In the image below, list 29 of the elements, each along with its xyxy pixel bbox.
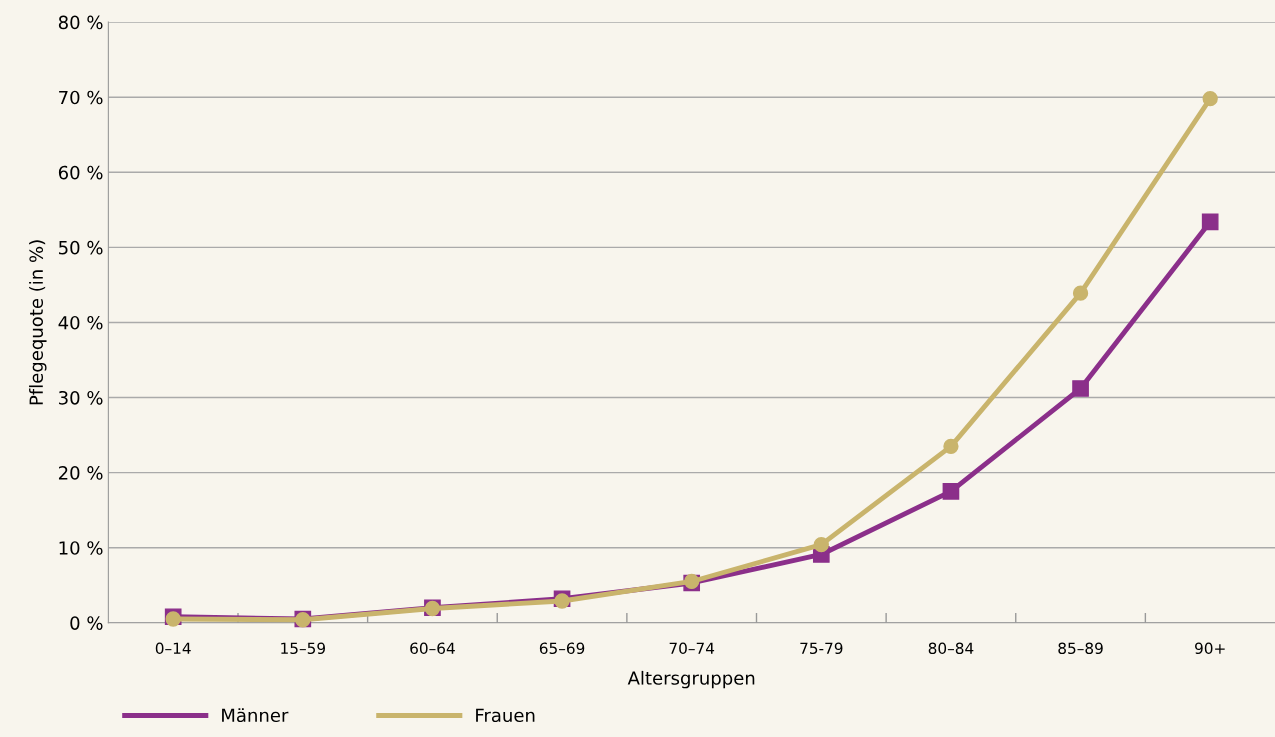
x-tick-label: 70–74 — [669, 642, 715, 655]
x-tick-label: 80–84 — [928, 642, 974, 655]
point — [943, 438, 959, 454]
y-tick-label: 60 % — [58, 165, 103, 180]
x-tick-label: 90+ — [1195, 642, 1225, 655]
y-tick-label: 50 % — [59, 240, 103, 255]
point — [1202, 91, 1218, 107]
x-tick-label: 85–89 — [1058, 642, 1103, 655]
point — [1201, 213, 1219, 231]
point — [1072, 285, 1089, 301]
x-tick-label: 75-79 — [800, 642, 843, 655]
legend-label: Frauen — [476, 708, 535, 723]
x-axis-title: Altersgruppen — [627, 670, 755, 689]
y-tick-label: 40 % — [58, 315, 103, 330]
point — [1072, 380, 1089, 397]
y-tick-label: 30 % — [59, 390, 103, 405]
y-tick-label: 20 % — [58, 466, 103, 480]
x-tick-label: 0–14 — [155, 642, 191, 655]
y-tick-label: 70 % — [59, 90, 103, 105]
y-tick-label: 10 % — [59, 541, 103, 555]
point — [942, 483, 960, 500]
y-axis-title: Pflegequote (in %) — [29, 240, 47, 405]
x-tick-label: 15–59 — [281, 642, 325, 655]
y-tick-label: 0 % — [70, 616, 103, 630]
x-tick-label: 60–64 — [410, 642, 455, 655]
point — [813, 537, 829, 553]
legend-label: Männer — [222, 708, 289, 723]
x-tick-label: 65–69 — [539, 642, 585, 655]
y-tick-label: 80 % — [58, 15, 103, 30]
